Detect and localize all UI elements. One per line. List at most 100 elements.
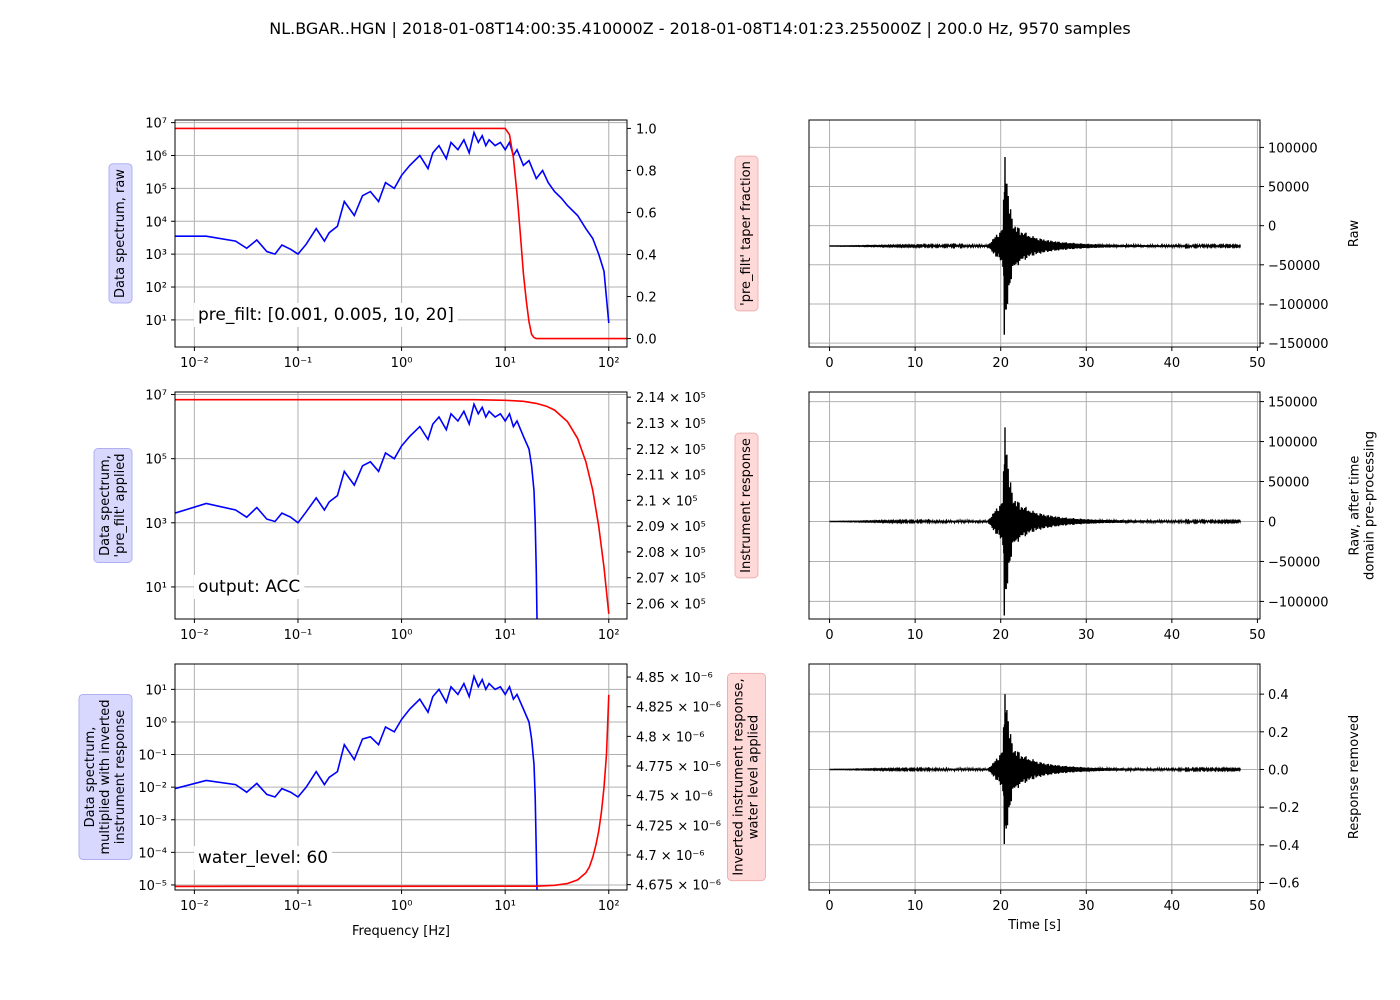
y2-tick-label: 0.6 [636, 206, 657, 221]
y-tick-label: 10⁵ [145, 182, 167, 197]
y2-tick-label: 0.4 [636, 249, 657, 264]
y-axis-label: Data spectrum, raw [108, 163, 133, 304]
y-label-line: Data spectrum, raw [113, 169, 128, 298]
figure-title: NL.BGAR..HGN | 2018-01-08T14:00:35.41000… [269, 19, 1130, 38]
y2-label-box [734, 432, 759, 579]
y-tick-label: 0.0 [1268, 763, 1289, 778]
x-tick-label: 30 [1078, 628, 1095, 643]
x-tick-label: 50 [1249, 628, 1266, 643]
y-tick-label: −0.2 [1268, 801, 1300, 816]
y2-axis-label: Inverted instrument response, water level… [727, 672, 766, 882]
x-tick-label: 50 [1249, 356, 1266, 371]
x-tick-label: 20 [992, 356, 1009, 371]
y-tick-label: 0 [1268, 515, 1276, 530]
response-line [175, 127, 627, 340]
x-tick-label: 10⁻² [180, 899, 209, 914]
y2-tick-label: 2.1 × 10⁵ [636, 494, 698, 509]
y2-tick-label: 4.7 × 10⁻⁶ [636, 849, 704, 864]
x-tick-label: 40 [1164, 356, 1181, 371]
panel-annotation: pre_filt: [0.001, 0.005, 10, 20] [198, 305, 454, 325]
y2-label-line: Inverted instrument response, [732, 678, 747, 875]
y-tick-label: 0.2 [1268, 726, 1289, 741]
x-tick-label: 10⁻² [180, 628, 209, 643]
x-tick-label: 10⁻¹ [284, 899, 313, 914]
y-tick-label: −100000 [1268, 298, 1329, 313]
y-tick-label: −100000 [1268, 595, 1329, 610]
y2-tick-label: 4.675 × 10⁻⁶ [636, 879, 721, 894]
y2-tick-label: 2.07 × 10⁵ [636, 572, 706, 587]
y-tick-label: 10¹ [145, 314, 167, 329]
y2-tick-label: 2.11 × 10⁵ [636, 469, 706, 484]
y-label-line: multiplied with inverted [98, 699, 113, 854]
y-tick-label: 10³ [145, 517, 167, 532]
y-tick-label: 0 [1268, 220, 1276, 235]
y-tick-label: 10⁻³ [138, 814, 167, 829]
y-label-line: Data spectrum, [83, 727, 98, 828]
y2-tick-label: 2.09 × 10⁵ [636, 520, 706, 535]
x-tick-label: 10 [907, 628, 924, 643]
y-tick-label: 10⁴ [145, 215, 167, 230]
axes-frame [808, 663, 1261, 891]
y2-tick-label: 2.08 × 10⁵ [636, 546, 706, 561]
y-tick-label: 10² [145, 281, 167, 296]
y-tick-label: −50000 [1268, 259, 1320, 274]
y-tick-label: 10⁵ [145, 453, 167, 468]
y-tick-label: 100000 [1268, 436, 1318, 451]
annotation-background [194, 575, 305, 599]
y2-label-line: 'pre_filt' taper fraction [739, 161, 754, 306]
x-tick-label: 30 [1078, 899, 1095, 914]
y2-tick-label: 4.775 × 10⁻⁶ [636, 760, 721, 775]
y2-tick-label: 4.75 × 10⁻⁶ [636, 790, 713, 805]
panel-2: 10⁻² 10⁻¹ 10⁰ 10¹ 10² 10¹ 10³ 10⁵ 10⁷ 2.06 × 10⁵ 2… [93, 389, 759, 643]
y-tick-label: 10⁰ [145, 716, 167, 731]
panel-4: 0 10 20 30 40 50−150000 −100000 −50000 0 50000 100… [808, 119, 1362, 371]
y-label-line: Raw [1347, 219, 1362, 247]
x-tick-label: 10² [598, 356, 620, 371]
y-tick-label: 10⁻² [138, 781, 167, 796]
y2-label-box [727, 672, 766, 882]
x-tick-label: 40 [1164, 899, 1181, 914]
x-axis-label: Frequency [Hz] [352, 924, 450, 939]
y2-label-line: water level applied [747, 715, 762, 839]
panel-annotation: output: ACC [198, 577, 300, 597]
y2-tick-label: 4.825 × 10⁻⁶ [636, 701, 721, 716]
y-tick-label: 10⁻⁵ [138, 879, 167, 894]
axes-frame [808, 391, 1261, 620]
x-tick-label: 10⁻¹ [284, 628, 313, 643]
y-label-line: domain pre-processing [1363, 431, 1378, 580]
x-tick-label: 0 [825, 899, 833, 914]
y-tick-label: 10⁷ [145, 389, 167, 404]
axes-frame [174, 391, 628, 620]
x-tick-label: 10⁰ [391, 899, 413, 914]
y-tick-label: 10⁻⁴ [138, 846, 167, 861]
y-label-line: Raw, after time [1348, 456, 1363, 556]
y2-tick-label: 4.725 × 10⁻⁶ [636, 819, 721, 834]
y-axis-label: Data spectrum, multiplied with inverted in… [78, 693, 133, 861]
y-label-line: instrument response [113, 710, 128, 844]
x-tick-label: 10⁰ [391, 356, 413, 371]
y-tick-label: −150000 [1268, 337, 1329, 352]
panel-annotation: water_level: 60 [198, 848, 328, 868]
x-tick-label: 0 [825, 356, 833, 371]
waveform-line [829, 427, 1241, 616]
y-tick-label: −0.4 [1268, 839, 1300, 854]
y-axis-label: Raw, after time domain pre-processing [1348, 431, 1378, 580]
panel-6: 0 10 20 30 40 50−0.6 −0.4 −0.2 0.0 0.2 0.4 Response… [808, 663, 1362, 933]
y-label-box [78, 693, 133, 861]
x-tick-label: 10¹ [494, 899, 516, 914]
x-tick-label: 10¹ [494, 628, 516, 643]
x-tick-label: 20 [992, 628, 1009, 643]
y-tick-label: 10⁷ [145, 117, 167, 132]
x-tick-label: 20 [992, 899, 1009, 914]
y2-axis-label: 'pre_filt' taper fraction [734, 155, 759, 312]
axes-frame [174, 119, 628, 348]
axes-frame [174, 663, 628, 891]
y-tick-label: 10⁻¹ [138, 749, 167, 764]
panel-5: 0 10 20 30 40 50 −100000 −50000 0 50000 100000 1500… [808, 391, 1378, 643]
y2-tick-label: 2.06 × 10⁵ [636, 598, 706, 613]
x-tick-label: 10⁻¹ [284, 356, 313, 371]
x-tick-label: 10 [907, 356, 924, 371]
y-axis-label: Data spectrum,'pre_filt' applied [93, 448, 133, 563]
y2-tick-label: 2.14 × 10⁵ [636, 391, 706, 406]
